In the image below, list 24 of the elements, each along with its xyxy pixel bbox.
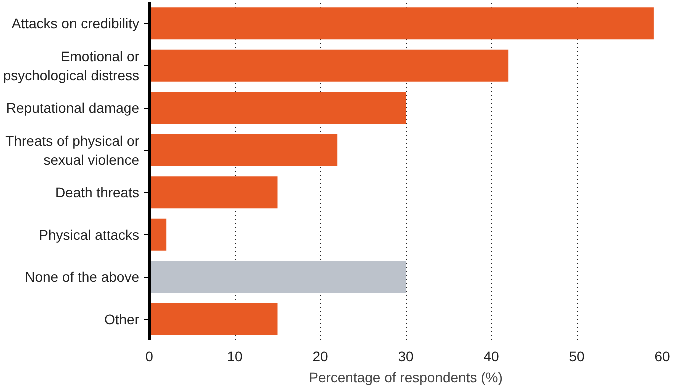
y-tick-label: Physical attacks xyxy=(39,226,140,243)
x-tick-label: 0 xyxy=(146,348,154,364)
x-tick-label: 50 xyxy=(569,348,585,364)
x-axis-title: Percentage of respondents (%) xyxy=(309,370,503,386)
y-tick-label: Death threats xyxy=(55,184,140,201)
y-tick-label: None of the above xyxy=(25,269,140,286)
bar xyxy=(150,176,278,209)
x-tick-label: 30 xyxy=(398,348,414,364)
bar xyxy=(150,218,167,251)
x-tick-label: 40 xyxy=(484,348,500,364)
bar xyxy=(150,134,338,166)
bar xyxy=(150,303,278,336)
y-tick-label: Threats of physical or sexual violence xyxy=(6,132,140,168)
y-tick-label: Other xyxy=(104,311,140,328)
bar xyxy=(150,50,509,82)
x-tick-label: 60 xyxy=(654,348,670,364)
y-tick-label: Emotional or psychological distress xyxy=(3,48,140,84)
x-tick-label: 10 xyxy=(227,348,243,364)
y-tick-label: Reputational damage xyxy=(6,100,140,116)
bar xyxy=(150,261,406,294)
y-tick-label: Attacks on credibility xyxy=(12,16,140,32)
x-tick-label: 20 xyxy=(312,348,328,364)
bar xyxy=(150,92,406,124)
bar xyxy=(150,8,654,40)
